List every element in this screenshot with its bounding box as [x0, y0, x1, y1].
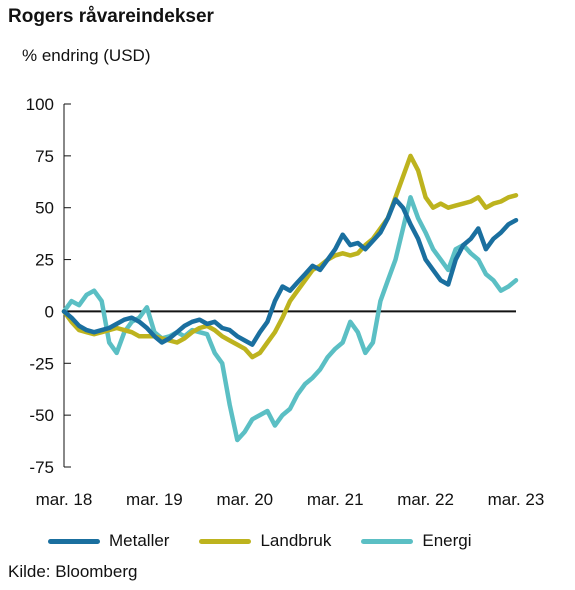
x-tick-label: mar. 21 [307, 490, 364, 509]
x-tick-label: mar. 20 [216, 490, 273, 509]
series-line-landbruk [61, 153, 519, 360]
legend-swatch-energi [361, 538, 414, 544]
x-tick-label: mar. 22 [397, 490, 454, 509]
source-note: Kilde: Bloomberg [8, 562, 138, 581]
legend-label-metaller: Metaller [109, 531, 170, 550]
series-line-energi [61, 195, 519, 443]
y-tick-label: 0 [45, 302, 54, 321]
y-tick-label: 25 [35, 251, 54, 270]
x-tick-label: mar. 18 [36, 490, 93, 509]
legend-item-energi: Energi [361, 531, 472, 551]
legend-swatch-landbruk [199, 538, 252, 544]
x-tick-label: mar. 19 [126, 490, 183, 509]
y-tick-label: 100 [26, 95, 54, 114]
legend-item-landbruk: Landbruk [199, 531, 331, 551]
y-tick-label: 75 [35, 147, 54, 166]
legend-item-metaller: Metaller [48, 531, 169, 551]
y-tick-label: -25 [29, 354, 54, 373]
legend: Metaller Landbruk Energi [48, 531, 502, 551]
legend-label-energi: Energi [422, 531, 472, 550]
series-line-metaller [61, 197, 519, 347]
chart-title: Rogers råvareindekser [8, 6, 214, 27]
x-tick-label: mar. 23 [488, 490, 545, 509]
y-tick-label: 50 [35, 199, 54, 218]
legend-swatch-metaller [48, 538, 100, 544]
y-axis-label: % endring (USD) [22, 46, 151, 65]
y-tick-label: -75 [29, 458, 54, 477]
y-tick-label: -50 [29, 406, 54, 425]
legend-label-landbruk: Landbruk [260, 531, 332, 550]
